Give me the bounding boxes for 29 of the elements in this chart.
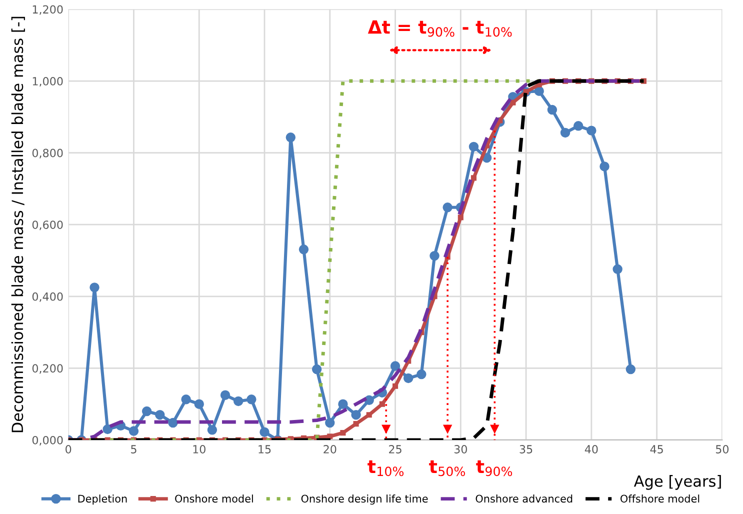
x-tick-label: 45 [650, 445, 663, 454]
legend-label: Onshore advanced [476, 494, 572, 503]
y-tick-label: 0,400 [32, 292, 63, 302]
legend-label: Onshore design life time [301, 494, 428, 505]
y-tick-label: 1,000 [32, 77, 63, 87]
y-tick-label: 1,200 [32, 5, 63, 15]
y-tick-label: 0,800 [32, 148, 63, 158]
y-axis-title: Decommissioned blade mass / Installed blade mass [-] [11, 16, 25, 432]
x-tick-label: 30 [454, 445, 467, 454]
ref-line-label: t$_{50%}$ [429, 460, 466, 476]
y-tick-label: 0,200 [32, 364, 63, 374]
ref-line-label: t$_{10%}$ [368, 460, 404, 476]
x-tick-label: 40 [584, 445, 598, 454]
x-tick-label: 0 [66, 445, 72, 454]
x-tick-label: 25 [389, 445, 402, 454]
legend-label: Offshore model [620, 494, 700, 503]
y-tick-label: 0,000 [32, 436, 63, 446]
annotation: Δt = t$_{90%}$ - t$_{10%}$ [368, 20, 512, 37]
x-tick-label: 35 [520, 445, 532, 454]
x-tick-label: 20 [324, 445, 336, 454]
x-tick-label: 10 [193, 445, 206, 454]
ref-line-label: t$_{90%}$ [476, 460, 512, 476]
legend-label: Onshore model [175, 494, 253, 503]
x-tick-label: 5 [131, 445, 136, 454]
x-tick-label: 15 [258, 445, 271, 454]
x-axis-title: Age [years] [634, 475, 721, 490]
y-tick-label: 0,600 [32, 220, 63, 230]
legend-label: Depletion [78, 494, 127, 505]
x-tick-label: 50 [716, 445, 729, 454]
